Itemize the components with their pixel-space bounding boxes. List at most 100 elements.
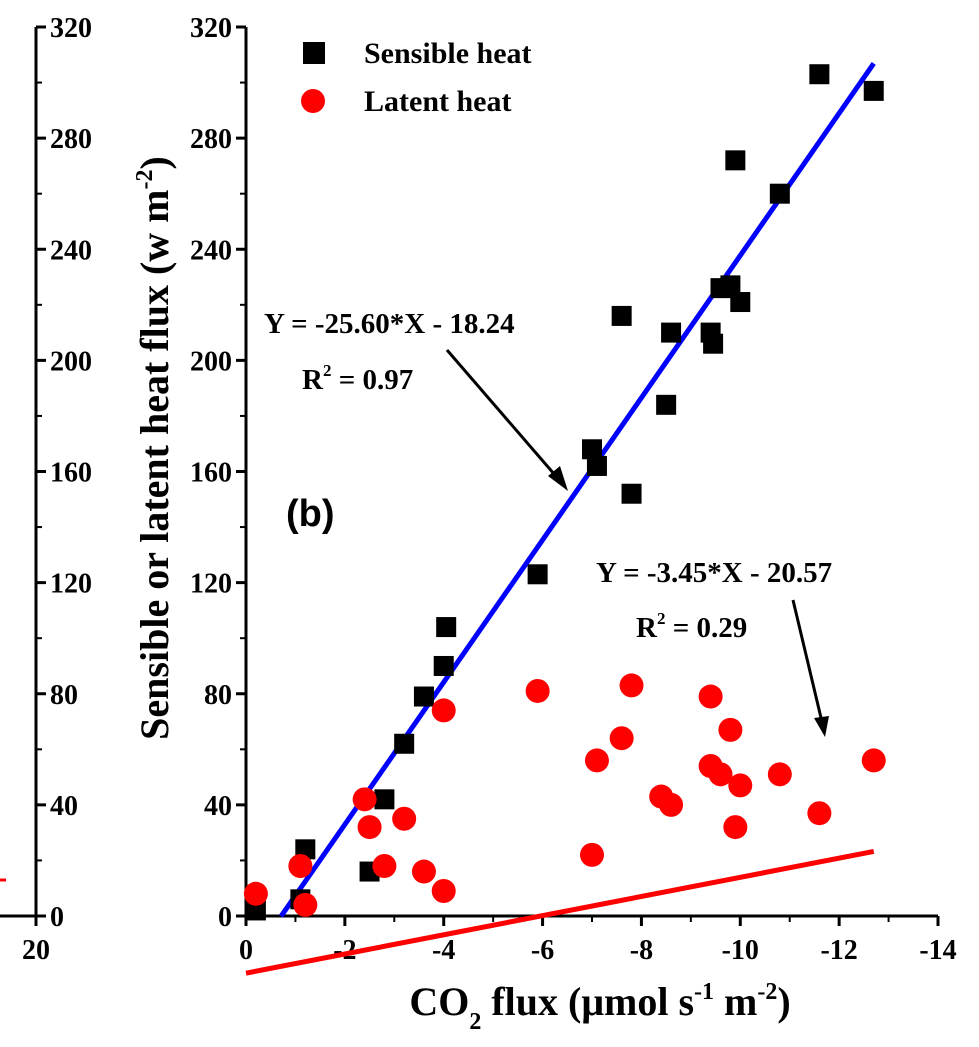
r2-superscript: 2 [323, 361, 332, 380]
point-sensible [656, 394, 677, 415]
x-tick-label: -2 [333, 935, 356, 966]
fit-line-latent [245, 848, 875, 976]
r2-letter: R [302, 364, 324, 396]
point-sensible [661, 322, 682, 343]
equation-sensible: Y = -25.60*X - 18.24 [264, 308, 515, 340]
x-axis-title-main: CO [409, 979, 469, 1024]
point-latent [372, 853, 397, 878]
point-latent [584, 748, 609, 773]
x-axis-title-end: ) [777, 979, 790, 1024]
x-axis-title-mid2: m [714, 979, 757, 1024]
point-latent [431, 878, 456, 903]
r2-letter: R [636, 612, 658, 644]
legend-marker-latent [301, 89, 325, 113]
panel-label: (b) [286, 493, 335, 535]
point-sensible [394, 733, 415, 754]
y-tick-label: 40 [204, 791, 232, 822]
fit-line-sensible [279, 62, 876, 918]
point-sensible [703, 333, 724, 354]
point-latent [352, 787, 377, 812]
point-latent [619, 673, 644, 698]
point-sensible [245, 900, 266, 921]
y-tick-label: 280 [190, 124, 232, 155]
point-latent [698, 684, 723, 709]
left-axis-tick-label: 240 [50, 235, 92, 266]
point-sensible [730, 292, 751, 313]
x-axis-title-mid: flux (μmol s [481, 979, 694, 1024]
point-latent [580, 842, 604, 867]
point-sensible [621, 483, 642, 504]
left-axis-tick-label: 160 [50, 458, 92, 489]
x-tick-label: 0 [239, 935, 253, 966]
y-axis-title-main: Sensible or latent heat flux (w m [132, 189, 177, 739]
legend-marker-sensible [303, 42, 325, 64]
x-axis-title-sup2: -2 [757, 979, 777, 1005]
point-latent [807, 801, 832, 826]
left-axis-tick-label: 0 [50, 902, 64, 933]
point-latent [718, 717, 743, 742]
point-sensible [374, 789, 395, 810]
point-latent [431, 698, 456, 723]
left-partial-axis: 0 40 80 120 160 200 240 280 320 20 [0, 13, 92, 966]
fit-annotation-latent: Y = -3.45*X - 20.57 R2 = 0.29 [596, 557, 832, 737]
point-sensible [433, 655, 454, 676]
left-axis-tick-label: 200 [50, 346, 92, 377]
point-sensible [586, 455, 607, 476]
r2-latent: R2 = 0.29 [636, 609, 747, 644]
y-tick-label: 0 [218, 902, 232, 933]
point-latent [659, 792, 684, 817]
x-tick-label: -4 [432, 935, 455, 966]
point-sensible [725, 150, 746, 171]
y-axis-title: Sensible or latent heat flux (w m-2) [132, 156, 177, 740]
point-latent [861, 748, 886, 773]
legend-label-sensible: Sensible heat [364, 37, 532, 70]
point-latent [288, 853, 313, 878]
y-tick-label: 80 [204, 680, 232, 711]
point-latent [357, 815, 382, 840]
y-tick-label: 200 [190, 346, 232, 377]
r2-sensible: R2 = 0.97 [302, 361, 413, 396]
point-latent [728, 773, 753, 798]
point-latent [411, 859, 436, 884]
x-axis-title: CO2 flux (μmol s-1 m-2) [409, 979, 790, 1035]
equation-latent: Y = -3.45*X - 20.57 [596, 557, 832, 589]
x-axis-title-sub: 2 [469, 1009, 481, 1035]
x-tick-label: -6 [531, 935, 554, 966]
point-latent [293, 892, 318, 917]
point-sensible [527, 564, 548, 585]
x-axis-title-sup1: -1 [694, 979, 714, 1005]
left-axis-tick-label: 280 [50, 124, 92, 155]
arrowhead-latent [814, 716, 829, 737]
y-tick-label: 160 [190, 458, 232, 489]
point-latent [525, 678, 550, 703]
r2-superscript: 2 [657, 609, 666, 628]
main-axes: 0 -2 -4 -6 -8 -10 -12 -14 0 40 80 120 160 200 240 280 32… [190, 13, 957, 966]
point-sensible [720, 275, 741, 296]
y-tick-label: 320 [190, 13, 232, 44]
point-sensible [611, 305, 632, 326]
point-sensible [863, 80, 884, 101]
point-latent [708, 762, 733, 787]
r2-value: = 0.29 [665, 612, 747, 644]
x-tick-label: -14 [919, 935, 956, 966]
left-axis-tick-label: 320 [50, 13, 92, 44]
point-latent [767, 762, 792, 787]
arrow-shaft-sensible [445, 349, 563, 483]
point-sensible [413, 686, 434, 707]
y-axis-title-sup: -2 [132, 169, 158, 189]
data-points [243, 64, 886, 921]
left-axis-x-tick-label: 20 [22, 935, 50, 966]
point-sensible [436, 617, 457, 638]
arrowhead-sensible [548, 466, 568, 491]
y-tick-label: 240 [190, 235, 232, 266]
legend: Sensible heat Latent heat [301, 37, 532, 118]
left-axis-tick-label: 80 [50, 680, 78, 711]
arrow-shaft-latent [791, 599, 824, 723]
point-sensible [769, 183, 790, 204]
point-latent [243, 881, 268, 906]
left-axis-tick-label: 120 [50, 569, 92, 600]
point-sensible [809, 64, 830, 85]
r2-value: = 0.97 [331, 364, 413, 396]
point-latent [392, 806, 417, 831]
